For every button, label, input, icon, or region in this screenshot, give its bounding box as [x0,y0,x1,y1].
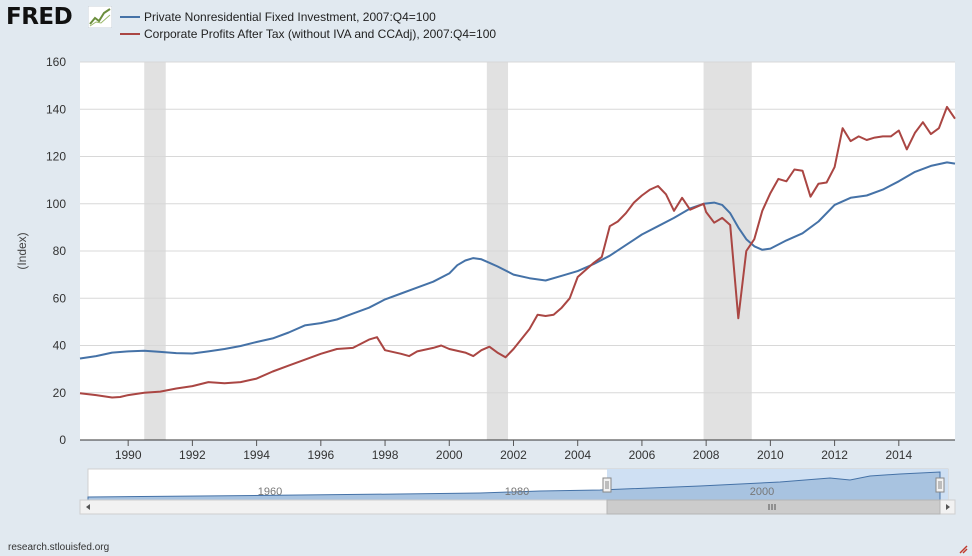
x-tick-label: 2012 [821,448,848,462]
chart-header: FRED Private Nonresidential Fixed Invest… [0,0,972,50]
legend-label: Corporate Profits After Tax (without IVA… [144,27,497,41]
x-tick-label: 1992 [179,448,206,462]
resize-handle-icon[interactable] [958,544,968,554]
x-tick-label: 2014 [885,448,912,462]
legend-label: Private Nonresidential Fixed Investment,… [144,10,436,24]
scrollbar-thumb[interactable] [606,499,941,515]
x-tick-label: 2004 [564,448,591,462]
fred-logo[interactable]: FRED [6,4,73,30]
source-footer[interactable]: research.stlouisfed.org [8,542,110,553]
arrow-right-icon[interactable] [946,504,950,510]
line-graph-icon [88,6,112,28]
y-tick-label: 100 [46,197,66,211]
series-line-investment[interactable] [79,161,956,360]
y-tick-label: 120 [46,150,66,164]
arrow-left-icon[interactable] [86,504,90,510]
x-tick-label: 2000 [436,448,463,462]
navigator-handle-right[interactable] [935,477,945,493]
y-tick-label: 80 [53,244,67,258]
legend-item-profits[interactable]: Corporate Profits After Tax (without IVA… [120,27,496,44]
x-tick-label: 2008 [693,448,720,462]
y-tick-label: 140 [46,102,66,116]
x-tick-label: 1994 [243,448,270,462]
x-tick-label: 2010 [757,448,784,462]
chart-legend: Private Nonresidential Fixed Investment,… [120,10,496,44]
y-tick-label: 40 [53,339,67,353]
navigator-label: 1980 [505,486,529,498]
navigator-handle-left[interactable] [602,477,612,493]
legend-swatch-red [120,32,140,35]
legend-item-investment[interactable]: Private Nonresidential Fixed Investment,… [120,10,496,27]
x-tick-label: 1990 [115,448,142,462]
x-tick-label: 2002 [500,448,527,462]
legend-swatch-blue [120,15,140,18]
y-axis-label: (Index) [15,232,29,269]
y-tick-label: 160 [46,55,66,69]
y-tick-label: 0 [59,433,66,447]
y-tick-label: 20 [53,386,67,400]
x-tick-label: 1996 [307,448,334,462]
navigator-label: 2000 [750,486,774,498]
navigator-label: 1960 [258,486,282,498]
series-line-profits[interactable] [79,105,956,399]
y-tick-label: 60 [53,291,67,305]
x-tick-label: 1998 [372,448,399,462]
x-tick-label: 2006 [629,448,656,462]
